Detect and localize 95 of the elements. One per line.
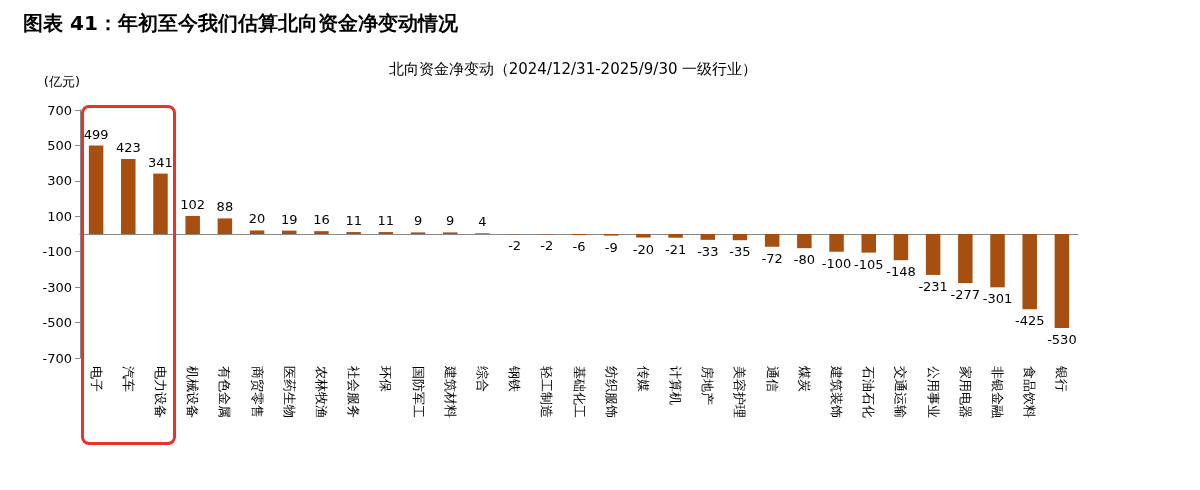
x-tick-label: 农林牧渔 [313, 366, 329, 418]
x-tick-label: 家用电器 [957, 366, 973, 418]
bar [732, 234, 748, 241]
data-label: -105 [853, 256, 884, 272]
chart-title: 图表 41：年初至今我们估算北向资金净变动情况 [23, 11, 459, 35]
bar [797, 234, 812, 249]
data-label: -33 [697, 243, 719, 259]
data-label: -80 [793, 252, 815, 268]
x-tick-label: 电力设备 [152, 366, 168, 418]
y-tick-label: -300 [42, 279, 72, 295]
bar [925, 234, 941, 275]
bar [153, 173, 168, 234]
data-label: -20 [632, 241, 654, 257]
y-tick-label: 700 [47, 102, 72, 118]
x-tick-label: 石油石化 [861, 366, 877, 418]
bar [958, 234, 973, 284]
x-tick-label: 钢铁 [507, 365, 523, 392]
y-tick-label: 500 [47, 137, 72, 153]
bar [249, 230, 265, 234]
bar [217, 218, 233, 234]
x-tick-label: 商贸零售 [249, 366, 265, 418]
bar [1054, 234, 1070, 328]
bar [636, 234, 651, 238]
x-tick-label: 传媒 [635, 366, 651, 392]
bar [764, 234, 780, 247]
bar [282, 230, 297, 234]
x-tick-label: 房地产 [700, 366, 716, 405]
y-tick-label: 300 [47, 173, 72, 189]
bar [990, 234, 1005, 288]
x-tick-label: 机械设备 [185, 366, 201, 418]
data-label: -277 [950, 287, 981, 303]
x-tick-label: 汽车 [120, 366, 136, 392]
bar [700, 234, 716, 240]
data-label: -100 [821, 255, 852, 271]
x-tick-label: 环保 [378, 366, 394, 392]
x-tick-label: 美容护理 [732, 366, 748, 418]
bar [88, 145, 104, 234]
data-label: 16 [313, 212, 330, 228]
y-tick-label: 100 [47, 208, 72, 224]
data-label: -9 [604, 239, 618, 255]
x-tick-label: 国防军工 [410, 366, 426, 418]
data-label: 423 [115, 140, 141, 156]
bar [829, 234, 844, 252]
data-label: 88 [216, 199, 234, 215]
data-label: -425 [1014, 313, 1045, 329]
x-tick-label: 综合 [474, 366, 490, 392]
x-tick-label: 纺织服饰 [603, 366, 619, 418]
data-label: -35 [729, 244, 751, 260]
data-label: 341 [148, 154, 173, 170]
data-label: 11 [345, 213, 362, 229]
x-tick-label: 通信 [764, 366, 780, 392]
data-label: -6 [572, 239, 586, 255]
x-tick-label: 建筑装饰 [829, 365, 845, 418]
data-label: 102 [180, 196, 206, 212]
data-label: -231 [918, 278, 948, 294]
y-tick-label: -700 [42, 350, 72, 366]
x-tick-label: 基础化工 [571, 366, 587, 418]
data-label: -72 [761, 250, 783, 266]
x-tick-label: 非银金融 [990, 366, 1006, 418]
data-label: -530 [1047, 331, 1077, 347]
bar [861, 234, 876, 253]
x-tick-label: 轻工制造 [539, 366, 555, 418]
data-label: 9 [413, 213, 423, 229]
bar [185, 215, 200, 234]
x-tick-label: 公用事业 [925, 366, 941, 418]
data-label: -2 [540, 238, 554, 254]
x-tick-label: 有色金属 [217, 366, 233, 418]
data-label: -2 [508, 238, 522, 254]
bar [121, 159, 136, 234]
x-tick-label: 电子 [88, 366, 104, 392]
x-tick-label: 医药生物 [281, 366, 297, 418]
y-tick-label: -100 [42, 244, 72, 260]
x-tick-label: 食品饮料 [1022, 366, 1038, 418]
bar [1022, 234, 1037, 310]
data-label: 20 [248, 211, 266, 227]
x-tick-label: 建筑材料 [442, 365, 458, 418]
data-label: 11 [377, 213, 395, 229]
data-label: -301 [982, 291, 1013, 307]
data-label: 499 [83, 126, 109, 142]
x-tick-label: 交通运输 [893, 366, 909, 418]
x-tick-label: 银行 [1054, 365, 1070, 392]
x-tick-label: 计算机 [668, 366, 684, 405]
x-tick-label: 煤炭 [796, 366, 812, 392]
data-label: 9 [446, 213, 455, 229]
chart-subtitle: 北向资金净变动（2024/12/31-2025/9/30 一级行业） [388, 59, 758, 78]
bar [314, 231, 329, 234]
data-label: -148 [886, 264, 916, 280]
bar [893, 234, 909, 261]
x-tick-label: 社会服务 [346, 366, 362, 418]
y-axis-title: (亿元) [43, 74, 80, 89]
bar [668, 234, 683, 238]
data-label: 4 [478, 214, 487, 230]
data-label: -21 [664, 241, 687, 257]
y-tick-label: -500 [42, 315, 72, 331]
data-label: 19 [280, 211, 298, 227]
